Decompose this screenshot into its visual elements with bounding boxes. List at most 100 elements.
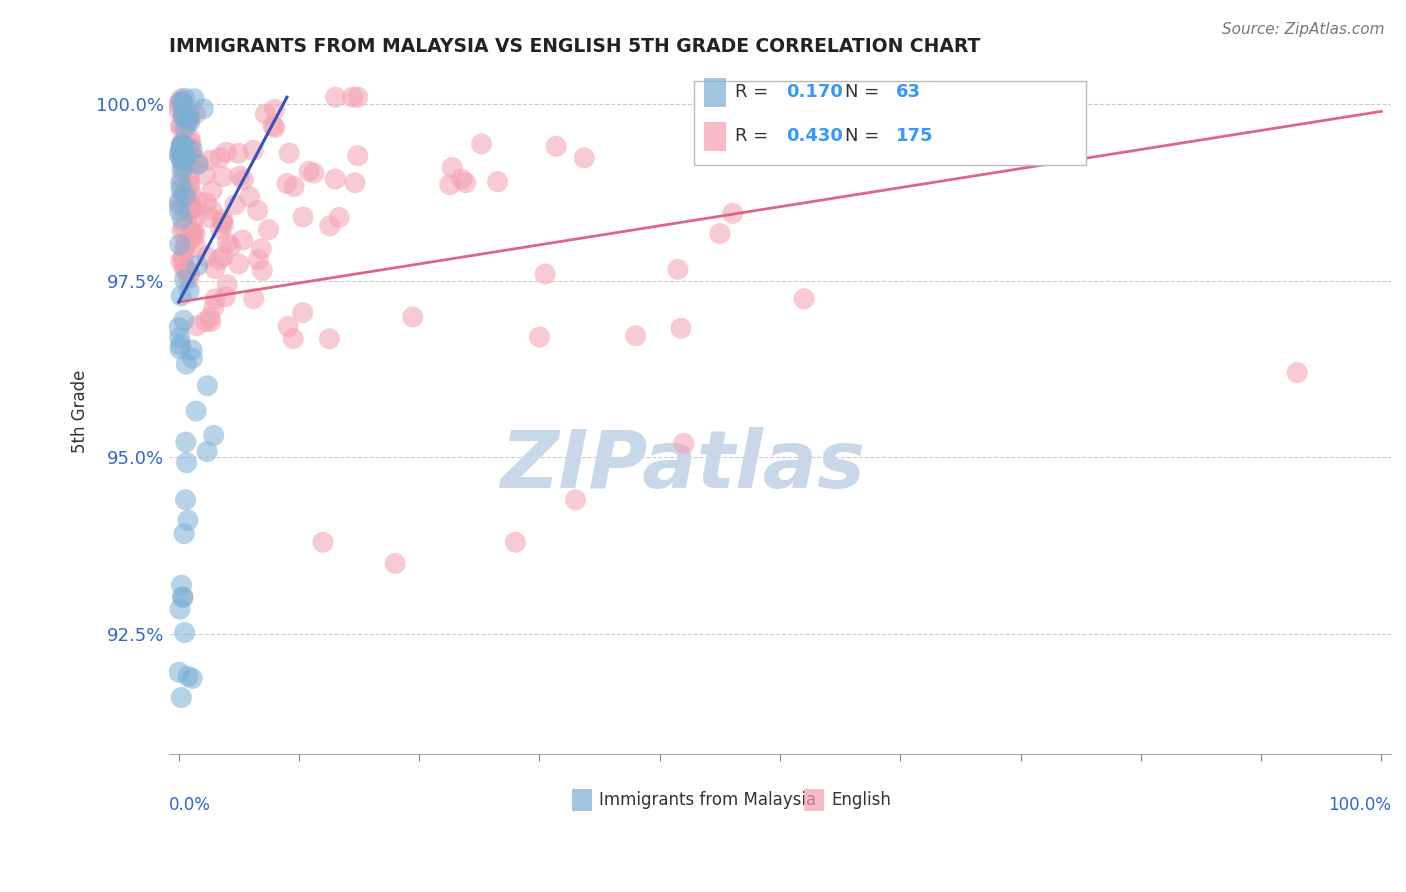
Point (346, 90, 368, 104)
Point (169, 148, 191, 162)
Point (278, 146, 301, 161)
Bar (704, 122, 727, 151)
Point (180, 230, 202, 244)
Point (174, 197, 197, 211)
Point (242, 292, 264, 306)
Point (179, 177, 201, 191)
Point (167, 147, 190, 161)
Point (169, 342, 191, 356)
Point (179, 107, 201, 121)
Bar (704, 78, 727, 107)
Point (224, 197, 246, 211)
Point (257, 222, 280, 236)
Point (177, 200, 200, 214)
Point (439, 178, 461, 192)
Point (177, 669, 200, 683)
Point (194, 315, 217, 329)
Point (176, 456, 198, 470)
Point (167, 97, 190, 112)
Point (170, 171, 193, 186)
Point (173, 526, 195, 541)
Point (325, 90, 347, 104)
Point (170, 289, 193, 303)
Point (167, 195, 190, 210)
Point (173, 272, 195, 286)
Text: English: English (831, 791, 891, 809)
Point (179, 150, 201, 164)
Point (174, 151, 197, 165)
Point (169, 198, 191, 212)
Point (312, 535, 335, 549)
Point (172, 212, 194, 227)
Point (172, 253, 194, 268)
Text: 100.0%: 100.0% (1329, 797, 1391, 814)
Point (176, 117, 198, 131)
Bar (695, 81, 1085, 165)
Point (195, 250, 218, 264)
Point (173, 112, 195, 126)
Point (179, 115, 201, 129)
Point (173, 261, 195, 276)
Point (450, 172, 472, 186)
Point (217, 235, 239, 250)
Point (242, 143, 264, 157)
Point (184, 227, 207, 241)
Point (174, 114, 197, 128)
Point (172, 105, 194, 120)
Point (173, 249, 195, 263)
Point (186, 259, 208, 273)
Text: ZIPatlas: ZIPatlas (499, 427, 865, 506)
Point (564, 492, 586, 507)
Point (669, 321, 692, 335)
Point (252, 263, 274, 277)
Point (208, 151, 231, 165)
Point (195, 444, 218, 458)
Point (219, 239, 242, 253)
Point (204, 292, 226, 306)
Point (212, 250, 235, 264)
Point (505, 535, 527, 549)
Point (172, 219, 194, 234)
Point (180, 226, 202, 240)
Point (546, 139, 568, 153)
Text: N =: N = (845, 127, 884, 145)
Point (291, 305, 314, 319)
Point (211, 212, 233, 227)
Point (176, 145, 198, 160)
Bar (804, 789, 824, 811)
Point (441, 161, 464, 175)
Point (228, 257, 250, 271)
Point (200, 314, 222, 328)
Point (276, 177, 298, 191)
Point (170, 153, 193, 168)
Point (170, 690, 193, 705)
Point (277, 319, 299, 334)
Point (167, 320, 190, 334)
Point (179, 151, 201, 165)
Point (346, 149, 368, 163)
Point (319, 219, 342, 233)
Point (186, 240, 208, 254)
Point (181, 351, 204, 366)
Point (176, 237, 198, 252)
Point (179, 131, 201, 145)
Point (486, 175, 509, 189)
Point (172, 110, 194, 124)
Point (170, 182, 193, 196)
Point (228, 146, 250, 161)
Point (173, 146, 195, 161)
Point (187, 156, 209, 170)
Point (247, 252, 270, 267)
Point (180, 146, 202, 161)
Point (177, 264, 200, 278)
Point (170, 139, 193, 153)
Point (229, 169, 252, 183)
Point (239, 190, 262, 204)
Point (204, 261, 226, 276)
Point (201, 184, 224, 198)
Point (169, 237, 191, 252)
Point (184, 107, 207, 121)
Point (292, 210, 315, 224)
Y-axis label: 5th Grade: 5th Grade (72, 370, 89, 453)
Point (177, 271, 200, 285)
